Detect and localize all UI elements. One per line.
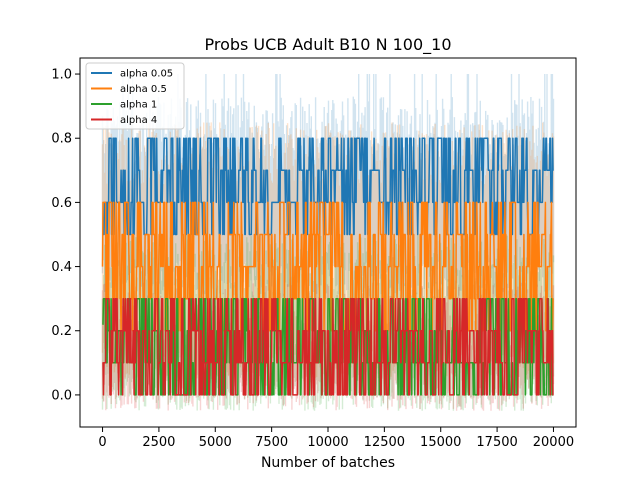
- series-line-4: [102, 297, 554, 396]
- y-axis: 0.0 0.2 0.4 0.6 0.8 1.0: [51, 68, 80, 403]
- x-tick-label: 5000: [199, 435, 232, 450]
- x-tick-label: 0: [98, 435, 106, 450]
- series-line-1: [102, 137, 554, 236]
- chart-title: Probs UCB Adult B10 N 100_10: [204, 35, 451, 55]
- x-axis-label: Number of batches: [261, 455, 395, 471]
- x-tick-label: 15000: [420, 435, 461, 450]
- x-tick-label: 2500: [142, 435, 175, 450]
- line-path: [102, 137, 554, 236]
- legend-label: alpha 1: [120, 100, 157, 111]
- legend-label: alpha 0.05: [120, 69, 173, 80]
- x-tick-label: 7500: [255, 435, 288, 450]
- y-tick-label: 0.2: [51, 324, 72, 339]
- x-tick-label: 20000: [533, 435, 574, 450]
- legend: alpha 0.05 alpha 0.5 alpha 1 alpha 4: [85, 62, 185, 130]
- series-lines: [101, 137, 554, 396]
- line-path: [101, 201, 554, 332]
- y-tick-label: 0.4: [51, 260, 72, 275]
- legend-label: alpha 0.5: [120, 84, 167, 95]
- x-tick-label: 17500: [476, 435, 517, 450]
- x-tick-label: 12500: [364, 435, 405, 450]
- legend-label: alpha 4: [120, 115, 157, 126]
- x-tick-label: 10000: [307, 435, 348, 450]
- y-tick-label: 0.6: [51, 196, 72, 211]
- x-axis: 0 2500 5000 7500 10000 12500 15000 17500 20000: [98, 427, 574, 450]
- legend-box: [85, 62, 185, 130]
- y-tick-label: 1.0: [51, 68, 72, 83]
- y-tick-label: 0.8: [51, 132, 72, 147]
- line-path: [102, 297, 554, 396]
- series-line-2: [101, 201, 554, 332]
- y-tick-label: 0.0: [51, 388, 72, 403]
